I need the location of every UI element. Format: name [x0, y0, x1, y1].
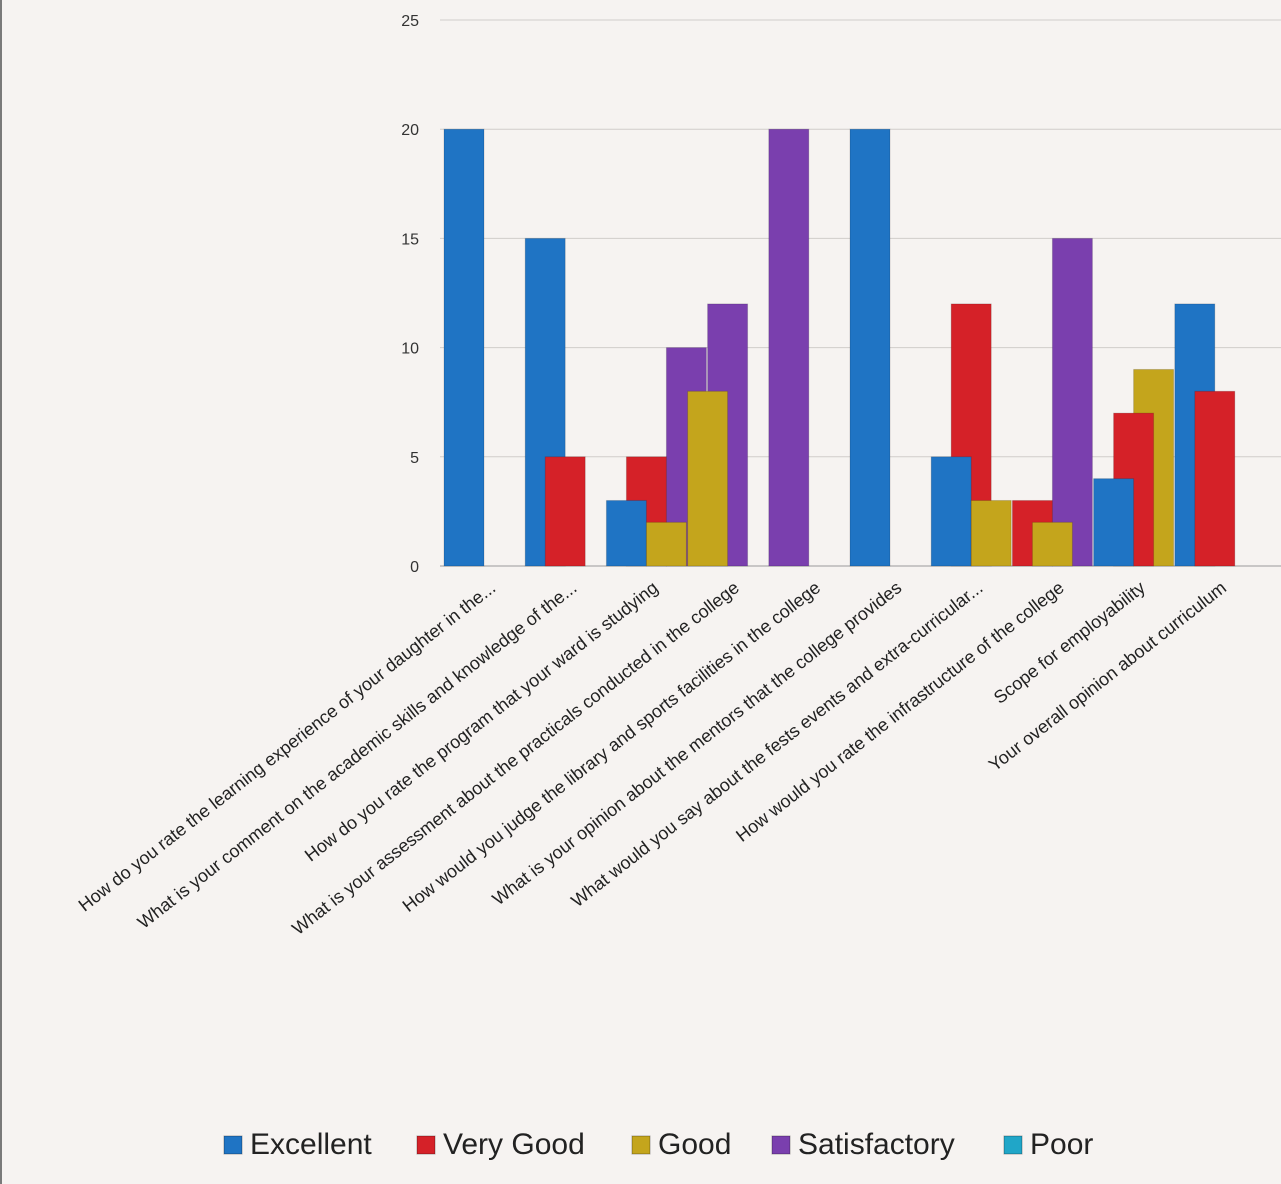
- bar-satisfactory: [768, 128, 810, 567]
- legend-swatch: [631, 1135, 651, 1155]
- legend-swatch: [416, 1135, 436, 1155]
- bar-excellent: [605, 499, 647, 567]
- bar-excellent: [1093, 478, 1135, 567]
- bar-very-good: [544, 456, 586, 567]
- bar-excellent: [849, 128, 891, 567]
- y-tick-label: 10: [401, 341, 419, 358]
- bar-excellent: [443, 128, 485, 567]
- y-tick-label: 15: [401, 231, 419, 248]
- bar-satisfactory: [1051, 237, 1093, 567]
- y-tick-label: 20: [401, 122, 419, 139]
- legend-label: Excellent: [250, 1128, 372, 1161]
- legend-label: Very Good: [443, 1128, 585, 1161]
- legend-swatch: [1003, 1135, 1023, 1155]
- bar-good: [970, 499, 1012, 567]
- y-tick-label: 25: [401, 13, 419, 30]
- x-category-label: Scope for employability: [990, 577, 1149, 707]
- legend-label: Satisfactory: [798, 1128, 955, 1161]
- y-tick-label: 0: [410, 559, 419, 576]
- bar-good: [1031, 521, 1073, 567]
- bar-very-good: [1194, 390, 1236, 567]
- bar-good: [687, 390, 729, 567]
- y-tick-label: 5: [410, 450, 419, 467]
- legend-label: Good: [658, 1128, 731, 1161]
- bar-good: [645, 521, 687, 567]
- legend-swatch: [771, 1135, 791, 1155]
- legend-swatch: [223, 1135, 243, 1155]
- legend-label: Poor: [1030, 1128, 1093, 1161]
- bar-excellent: [930, 456, 972, 567]
